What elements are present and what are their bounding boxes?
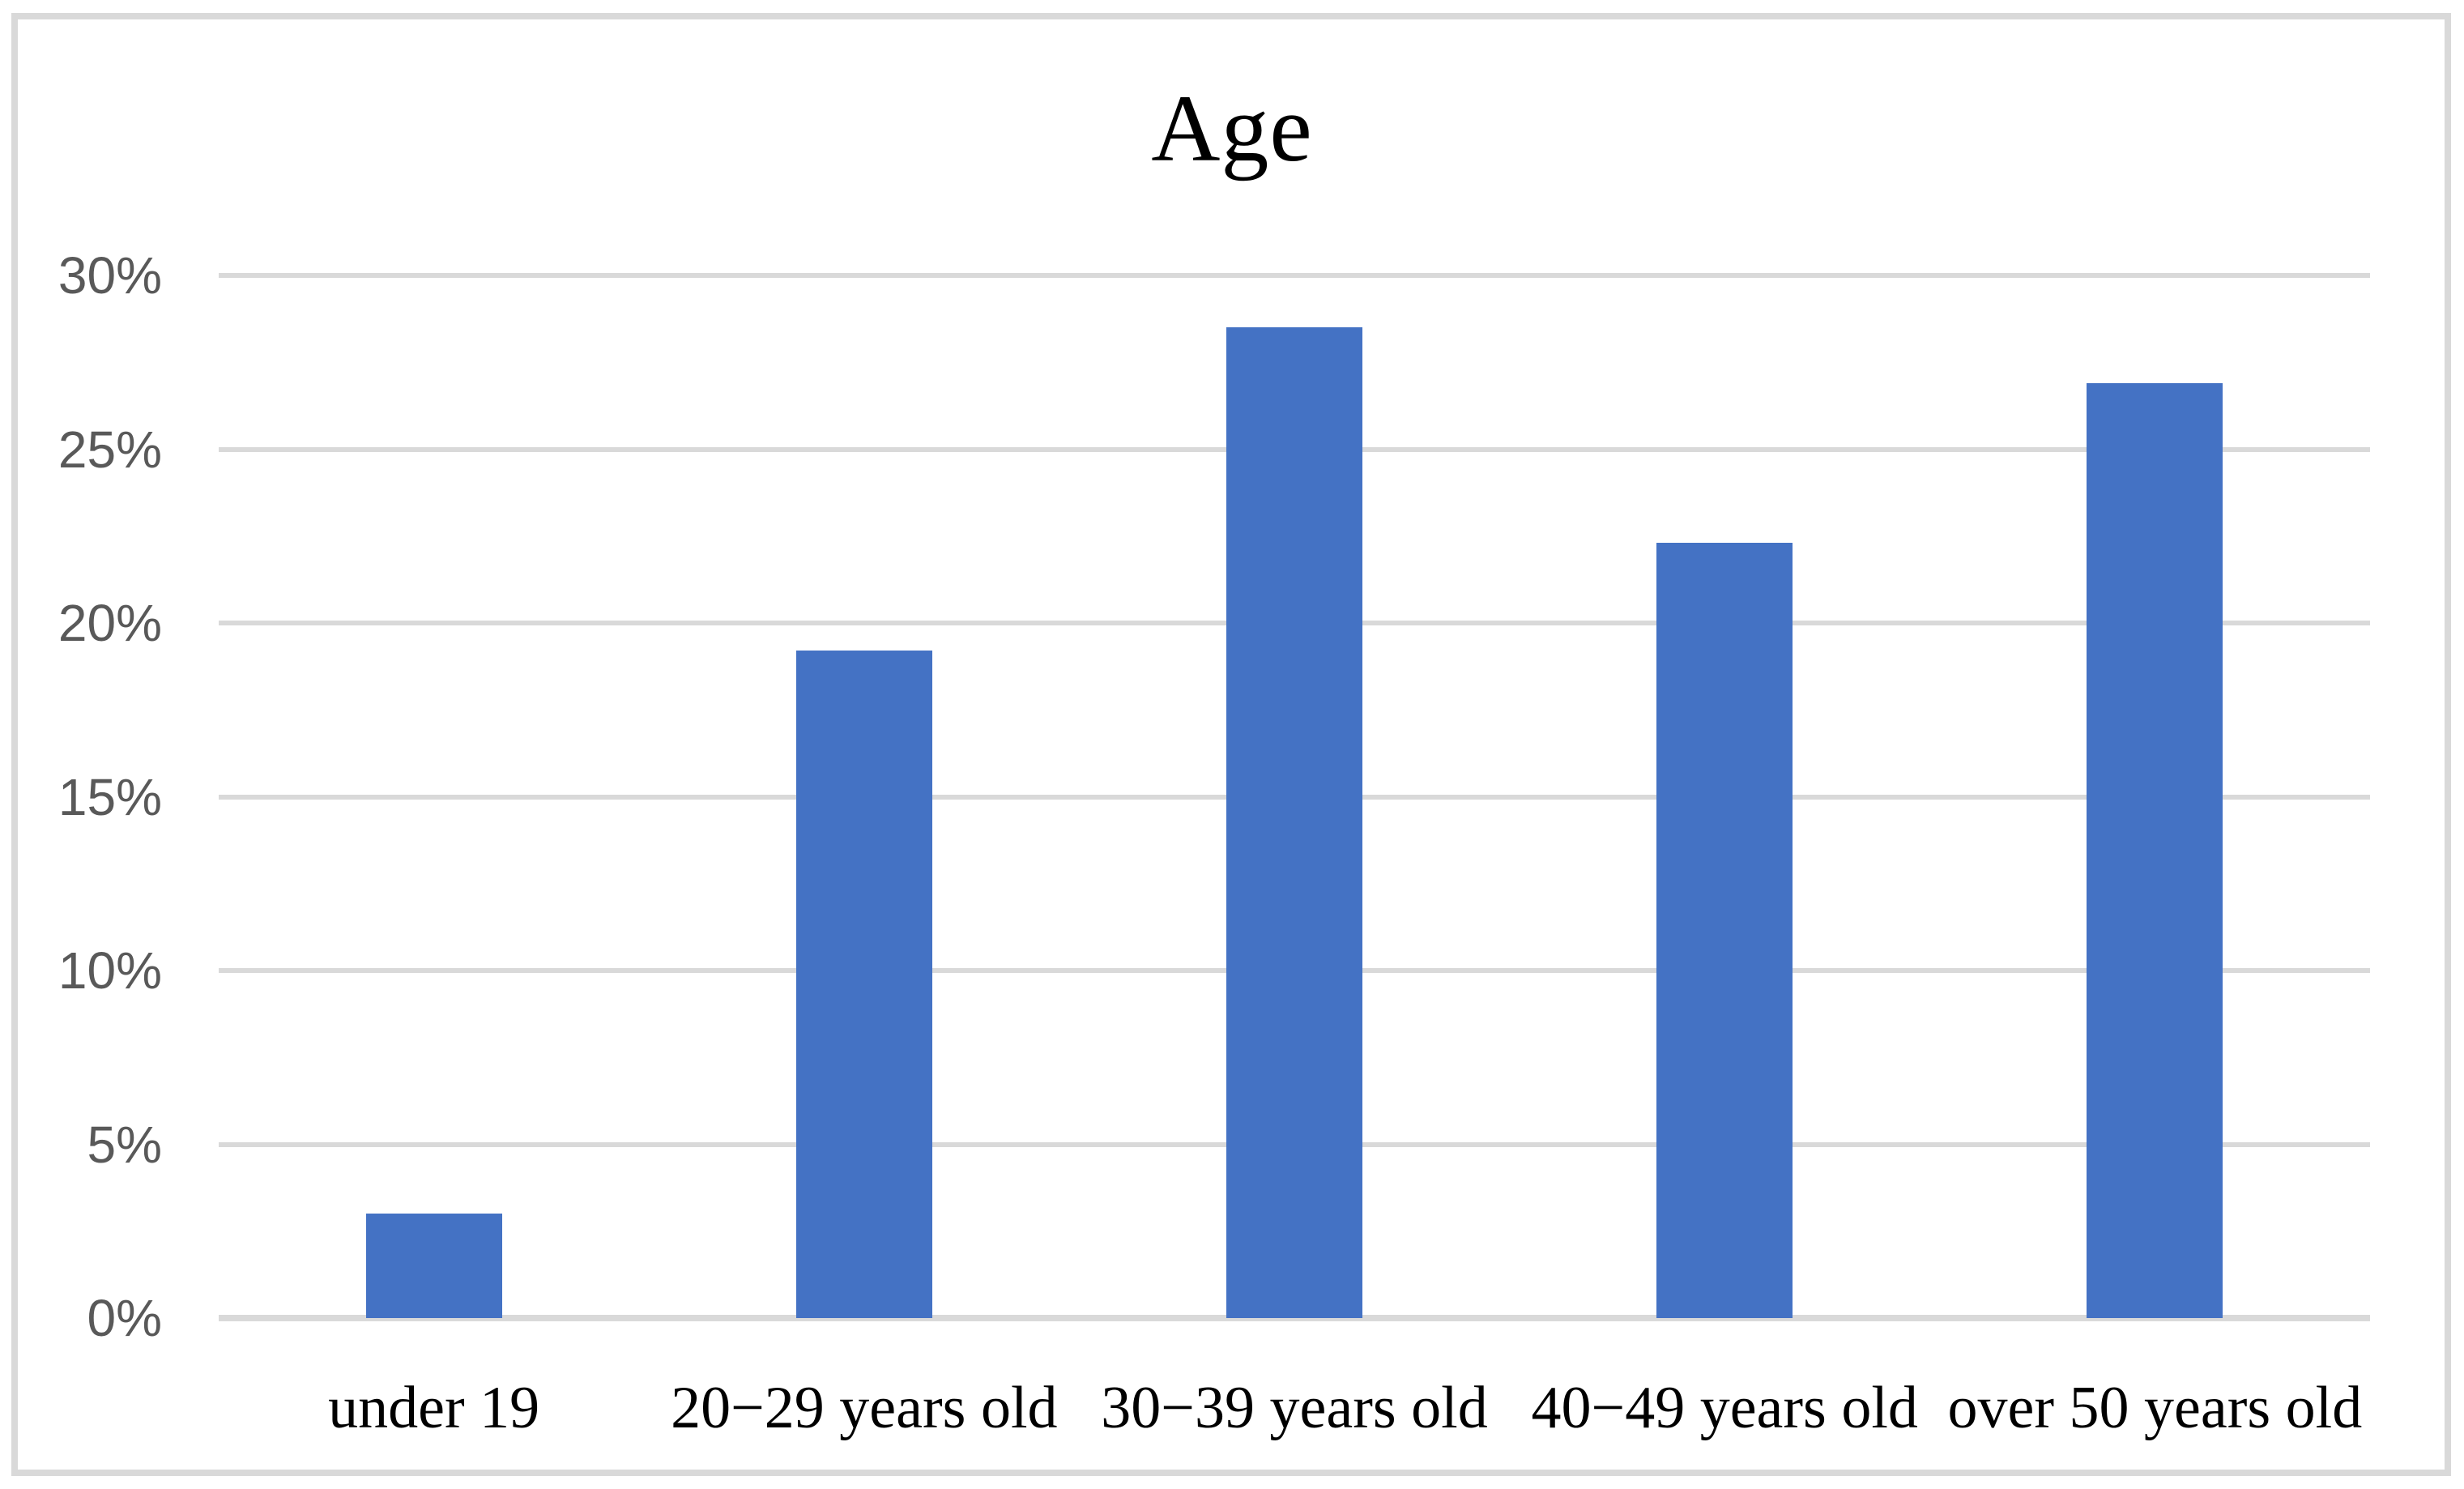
plot-area — [219, 273, 2370, 1321]
bar-30−39 years old — [1226, 327, 1362, 1318]
y-tick-label: 30% — [58, 246, 162, 305]
x-category-label: 30−39 years old — [1101, 1375, 1488, 1441]
x-category-label: 40−49 years old — [1531, 1375, 1918, 1441]
x-category-label: over 50 years old — [1947, 1375, 2363, 1441]
chart-frame-border — [11, 13, 2451, 1476]
bar-over 50 years old — [2087, 383, 2223, 1318]
y-tick-label: 5% — [87, 1115, 163, 1174]
x-axis-line — [219, 1315, 2370, 1321]
bar-under 19 — [365, 1214, 502, 1318]
chart-title: Age — [1151, 75, 1313, 181]
x-axis-category-labels: under 19 20−29 years old 30−39 years old 40… — [219, 1367, 2370, 1457]
gridline-30% — [219, 273, 2370, 278]
y-tick-label: 15% — [58, 767, 162, 826]
y-tick-label: 25% — [58, 420, 162, 479]
x-category-label: 20−29 years old — [671, 1375, 1058, 1441]
bar-20−29 years old — [795, 651, 932, 1318]
y-axis-tick-labels: 0% 5% 10% 15% 20% 25% 30% — [0, 250, 163, 1344]
x-category-label: under 19 — [328, 1375, 540, 1441]
y-tick-label: 0% — [87, 1289, 163, 1347]
y-tick-label: 20% — [58, 594, 162, 652]
y-tick-label: 10% — [58, 941, 162, 1000]
bar-40−49 years old — [1656, 543, 1793, 1318]
